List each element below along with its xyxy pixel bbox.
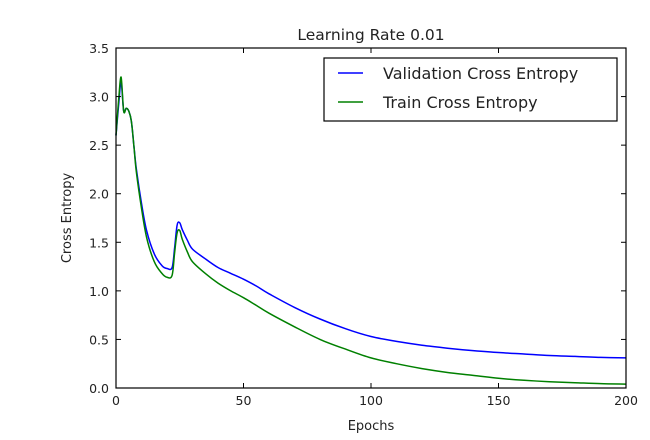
y-tick-label: 1.0 (89, 284, 109, 299)
series-line-1 (115, 76, 627, 385)
x-axis-label: Epochs (348, 419, 395, 434)
x-tick-label: 150 (487, 393, 511, 408)
y-axis-ticks: 0.0 0.5 1.0 1.5 2.0 2.5 3.0 3.5 (89, 41, 626, 396)
legend-box (323, 57, 618, 122)
legend-label-train: Train Cross Entropy (382, 93, 538, 112)
x-tick-label: 0 (112, 393, 120, 408)
x-tick-label: 50 (236, 393, 252, 408)
y-tick-label: 2.0 (89, 187, 109, 202)
x-tick-label: 100 (359, 393, 383, 408)
y-tick-label: 3.0 (89, 90, 109, 105)
legend: Validation Cross Entropy Train Cross Ent… (323, 57, 618, 122)
series-line-0 (115, 81, 627, 359)
legend-label-validation: Validation Cross Entropy (383, 64, 578, 83)
x-axis-ticks: 0 50 100 150 200 (112, 48, 638, 408)
chart-title: Learning Rate 0.01 (297, 26, 444, 44)
y-tick-label: 3.5 (89, 41, 109, 56)
plot-lines (115, 76, 627, 385)
y-tick-label: 1.5 (89, 235, 109, 250)
x-tick-label: 200 (614, 393, 638, 408)
y-tick-label: 2.5 (89, 138, 109, 153)
y-axis-label: Cross Entropy (60, 173, 75, 264)
y-tick-label: 0.0 (89, 381, 109, 396)
y-tick-label: 0.5 (89, 332, 109, 347)
